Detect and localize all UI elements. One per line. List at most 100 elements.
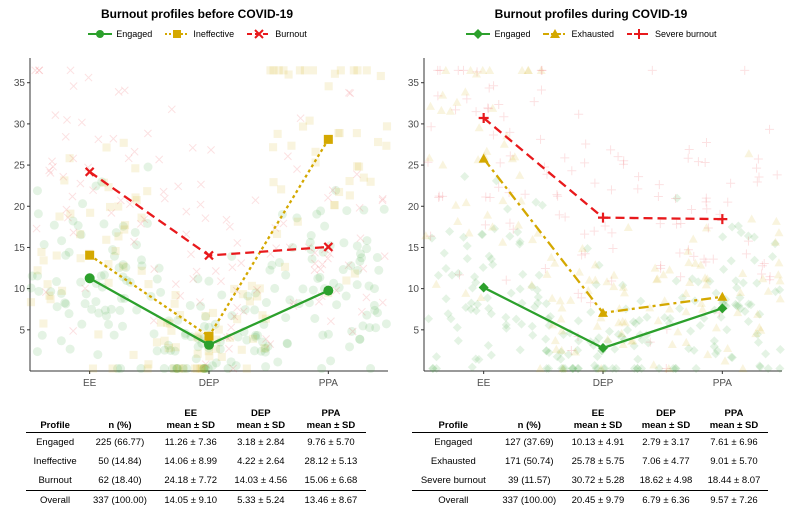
jitter-point: [541, 264, 550, 273]
table-row: Burnout 62 (18.40) 24.18 ± 7.72 14.03 ± …: [26, 471, 366, 491]
jitter-point: [773, 170, 782, 179]
legend-item-engaged: Engaged: [87, 29, 152, 39]
jitter-point: [353, 241, 362, 250]
jitter-point: [228, 324, 235, 331]
y-tick-label: 25: [408, 161, 420, 172]
jitter-point: [478, 230, 487, 239]
jitter-point: [633, 184, 642, 193]
jitter-point: [363, 294, 370, 301]
jitter-point: [261, 362, 270, 371]
jitter-point: [327, 318, 334, 325]
jitter-point: [125, 155, 132, 162]
jitter-point: [507, 289, 516, 298]
jitter-point: [36, 67, 43, 74]
legend-label: Ineffective: [193, 29, 234, 39]
jitter-point: [452, 98, 461, 106]
jitter-point: [104, 320, 113, 329]
jitter-point: [568, 364, 577, 373]
jitter-point: [566, 296, 575, 304]
table-cell: 337 (100.00): [495, 491, 564, 510]
table-cell: 7.06 ± 4.77: [632, 452, 700, 471]
jitter-point: [425, 153, 434, 161]
jitter-point: [656, 219, 665, 228]
table-cell: 20.45 ± 9.79: [564, 491, 632, 510]
jitter-point: [648, 66, 657, 75]
jitter-point: [89, 364, 97, 372]
jitter-point: [118, 322, 127, 331]
jitter-point: [110, 331, 119, 340]
jitter-point: [347, 327, 356, 336]
jitter-point: [772, 217, 781, 225]
jitter-point: [712, 289, 721, 298]
jitter-point: [197, 181, 204, 188]
jitter-point: [774, 228, 783, 236]
jitter-point: [144, 130, 151, 137]
jitter-point: [243, 364, 251, 372]
legend-key-exhausted: [542, 29, 568, 39]
jitter-point: [454, 336, 463, 345]
jitter-point: [342, 292, 351, 301]
jitter-point: [527, 280, 536, 288]
table-cell: 127 (37.69): [495, 433, 564, 453]
jitter-point: [284, 153, 291, 160]
jitter-point: [53, 302, 62, 311]
jitter-point: [65, 309, 74, 318]
jitter-point: [536, 135, 545, 144]
jitter-point: [342, 276, 350, 284]
jitter-point: [156, 288, 165, 297]
y-tick-label: 10: [408, 284, 420, 295]
jitter-point: [204, 277, 213, 286]
legend-label: Burnout: [275, 29, 307, 39]
table-cell: 30.72 ± 5.28: [564, 471, 632, 491]
jitter-point: [685, 145, 694, 154]
jitter-point: [774, 270, 783, 278]
jitter-point: [528, 331, 537, 340]
jitter-point: [461, 289, 470, 297]
jitter-point: [755, 173, 764, 182]
table-cell: Burnout: [26, 471, 84, 491]
jitter-point: [172, 280, 179, 287]
jitter-point: [281, 313, 290, 322]
jitter-point: [77, 320, 86, 329]
jitter-point: [461, 87, 470, 95]
jitter-point: [610, 271, 619, 279]
jitter-point: [362, 311, 371, 320]
jitter-point: [586, 298, 595, 307]
jitter-point: [40, 240, 49, 249]
jitter-point: [501, 313, 510, 322]
jitter-point: [280, 220, 287, 227]
legend-key-burnout: [246, 29, 272, 39]
jitter-point: [137, 255, 146, 264]
jitter-point: [761, 349, 770, 358]
jitter-point: [516, 285, 525, 294]
jitter-point: [293, 166, 300, 173]
jitter-point: [309, 66, 317, 74]
jitter-point: [607, 185, 616, 194]
jitter-point: [521, 190, 530, 199]
legend-key-ineffective: [164, 29, 190, 39]
jitter-point: [454, 66, 463, 75]
jitter-point: [238, 260, 245, 267]
jitter-point: [701, 158, 710, 167]
jitter-point: [475, 123, 484, 131]
table-cell: 6.79 ± 6.36: [632, 491, 700, 510]
jitter-point: [32, 67, 39, 74]
y-tick-label: 35: [14, 78, 26, 89]
jitter-point: [168, 106, 175, 113]
jitter-point: [223, 364, 232, 373]
jitter-point: [702, 138, 711, 147]
jitter-point: [750, 233, 759, 242]
jitter-point: [649, 360, 658, 368]
jitter-point: [696, 321, 705, 330]
x-tick-label: EE: [83, 378, 97, 389]
jitter-point: [52, 112, 59, 119]
legend-label: Engaged: [116, 29, 152, 39]
table-cell: 14.03 ± 4.56: [226, 471, 296, 491]
jitter-point: [682, 289, 691, 297]
jitter-point: [193, 268, 200, 275]
jitter-point: [590, 179, 599, 188]
jitter-point: [485, 83, 494, 92]
jitter-point: [726, 179, 735, 188]
mean-marker-ineffective: [324, 135, 333, 144]
jitter-point: [131, 164, 139, 172]
